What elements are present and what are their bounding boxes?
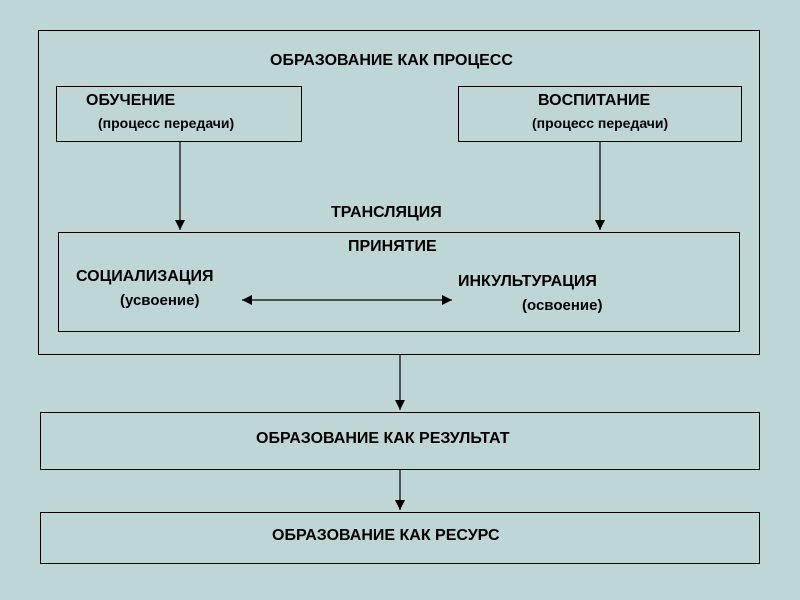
- socialization-sub: (усвоение): [120, 292, 199, 309]
- obuchenie-subtitle: (процесс передачи): [98, 115, 234, 131]
- socialization-title: СОЦИАЛИЗАЦИЯ: [76, 268, 214, 286]
- obuchenie-title: ОБУЧЕНИЕ: [86, 92, 175, 110]
- translation-label: ТРАНСЛЯЦИЯ: [331, 204, 442, 222]
- inculturation-sub: (освоение): [522, 297, 602, 314]
- inculturation-title: ИНКУЛЬТУРАЦИЯ: [458, 273, 597, 291]
- vospitanie-subtitle: (процесс передачи): [532, 115, 668, 131]
- priniyatie-title: ПРИНЯТИЕ: [348, 238, 437, 256]
- resource-title: ОБРАЗОВАНИЕ КАК РЕСУРС: [272, 527, 500, 545]
- result-title: ОБРАЗОВАНИЕ КАК РЕЗУЛЬТАТ: [256, 430, 510, 448]
- process-title: ОБРАЗОВАНИЕ КАК ПРОЦЕСС: [270, 52, 513, 70]
- vospitanie-title: ВОСПИТАНИЕ: [538, 92, 650, 110]
